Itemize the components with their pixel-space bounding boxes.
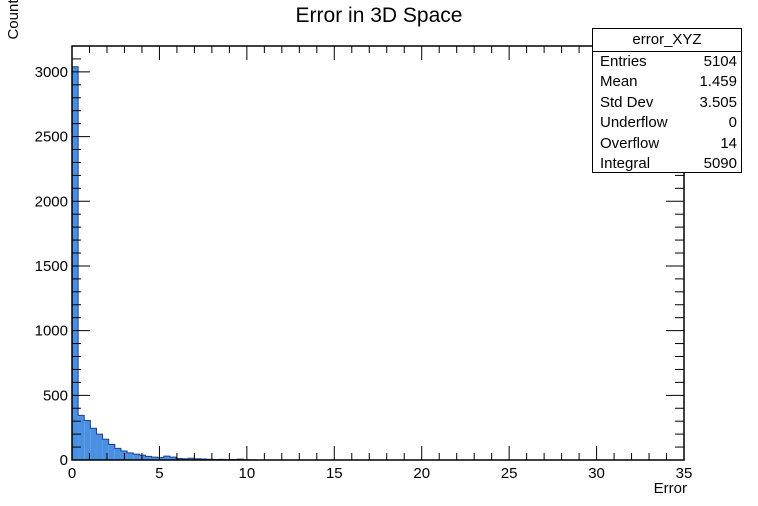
histogram-bin <box>72 66 79 460</box>
x-axis-ticks: 0 5 10 15 20 25 30 35 <box>68 46 693 482</box>
x-tick-label: 5 <box>155 465 163 482</box>
histogram-bin <box>78 415 85 460</box>
stats-label: Overflow <box>600 134 660 152</box>
stats-value: 14 <box>720 134 737 152</box>
stats-row-overflow: Overflow 14 <box>593 134 741 154</box>
x-axis-label: Error <box>653 480 687 497</box>
histogram-bin <box>188 458 195 460</box>
histogram-outline <box>71 66 257 461</box>
histogram-bin <box>145 456 152 460</box>
stats-label: Std Dev <box>600 93 654 111</box>
histogram-bin <box>108 444 115 460</box>
stats-row-mean: Mean 1.459 <box>593 72 741 92</box>
x-tick-label: 30 <box>588 465 605 482</box>
histogram-bin <box>157 457 164 460</box>
histogram-bin <box>90 428 97 460</box>
x-tick-label: 0 <box>68 465 76 482</box>
stats-row-std-dev: Std Dev 3.505 <box>593 93 741 113</box>
histogram-bin <box>169 457 177 460</box>
y-tick-label: 2500 <box>35 129 68 146</box>
plot-frame <box>71 45 685 461</box>
x-tick-label: 20 <box>413 465 430 482</box>
stats-row-integral: Integral 5090 <box>593 154 741 174</box>
stats-value: 3.505 <box>699 93 737 111</box>
stats-label: Entries <box>600 53 647 70</box>
histogram-bin <box>127 452 134 460</box>
stats-value: 1.459 <box>699 73 737 91</box>
stats-label: Integral <box>600 154 651 172</box>
stats-value: 5090 <box>703 154 737 172</box>
y-tick-label: 0 <box>60 452 68 469</box>
stats-label: Underflow <box>600 114 668 132</box>
histogram-bin <box>176 458 183 460</box>
histogram-bin <box>96 434 103 460</box>
y-tick-label: 3000 <box>35 64 68 81</box>
y-tick-label: 2000 <box>35 193 68 210</box>
y-tick-label: 1500 <box>35 258 68 275</box>
x-tick-label: 15 <box>326 465 343 482</box>
histogram-bin <box>84 420 91 460</box>
x-tick-label: 25 <box>501 465 518 482</box>
stats-box-title: error_XYZ <box>593 29 741 52</box>
chart-title: Error in 3D Space <box>295 4 463 27</box>
histogram-bars <box>71 66 257 461</box>
y-tick-label: 1000 <box>35 323 68 340</box>
stats-row-entries: Entries 5104 <box>593 52 741 72</box>
y-axis-ticks: 0 500 1000 1500 2000 2500 3000 <box>35 45 684 469</box>
stats-value: 0 <box>728 114 737 132</box>
histogram-bin <box>102 439 109 460</box>
stats-label: Mean <box>600 73 638 91</box>
stats-box: error_XYZ Entries 5104 Mean 1.459 Std De… <box>592 28 742 173</box>
histogram-bin <box>114 448 121 460</box>
histogram-bin <box>151 457 158 460</box>
histogram-bin <box>163 456 170 460</box>
x-tick-label: 35 <box>676 465 693 482</box>
x-tick-label: 10 <box>239 465 256 482</box>
stats-row-underflow: Underflow 0 <box>593 113 741 133</box>
stats-value: 5104 <box>703 53 737 70</box>
histogram-bin <box>133 454 140 460</box>
y-tick-label: 500 <box>43 387 68 404</box>
